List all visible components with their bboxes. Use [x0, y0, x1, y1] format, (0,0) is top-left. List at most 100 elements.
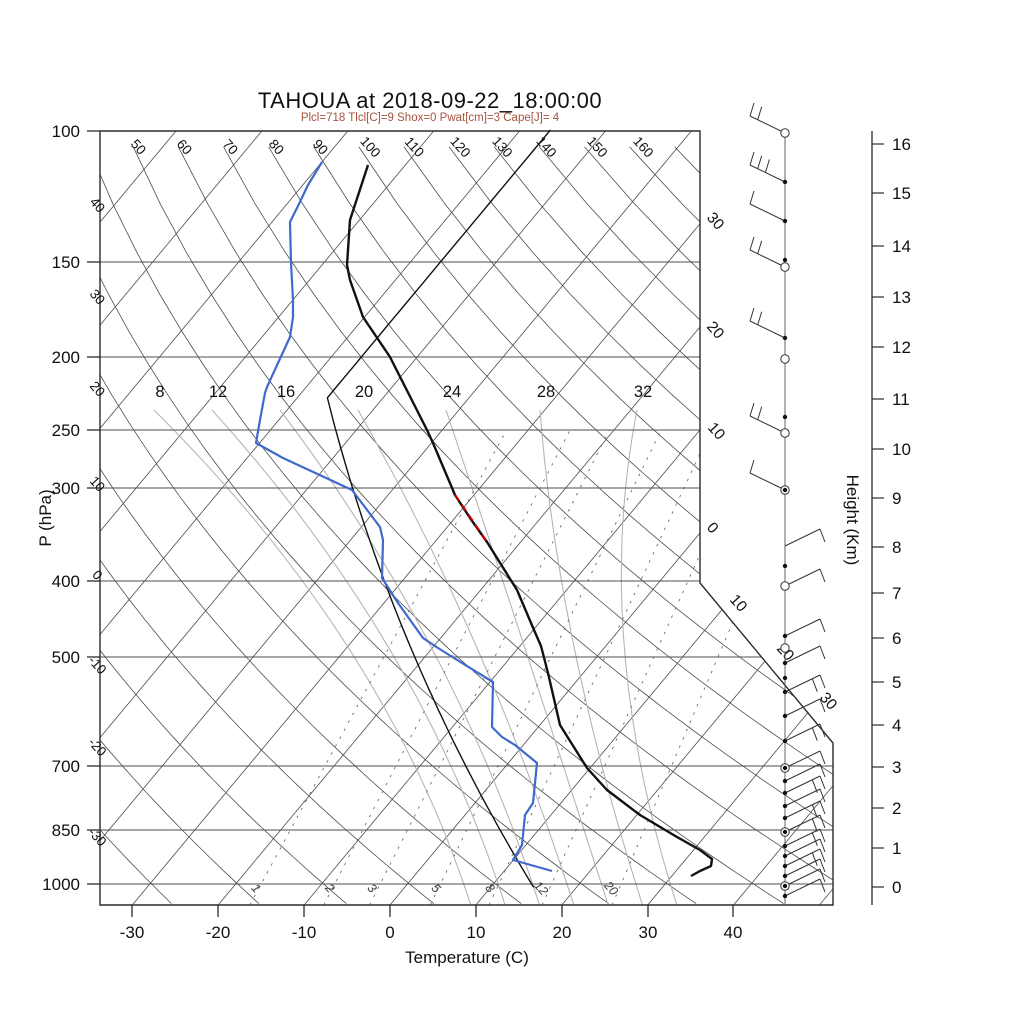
temperature-curve — [345, 164, 714, 878]
wind-barb-tick — [819, 828, 826, 843]
sounding-parameters: Plcl=718 Tlcl[C]=9 Shox=0 Pwat[cm]=3 Cap… — [300, 112, 560, 124]
dry-adiabat-line — [100, 146, 172, 904]
dry-adiabat-line — [358, 146, 833, 904]
dry-adiabat-label-top: 120 — [447, 134, 473, 161]
height-tick-label: 15 — [892, 184, 911, 203]
station-dot-marker — [782, 883, 788, 889]
station-dot-marker — [782, 765, 788, 771]
station-dot-marker — [782, 790, 788, 796]
wind-barb-staff — [749, 249, 786, 268]
station-dot-marker — [782, 335, 788, 341]
isotherm-label: 30 — [816, 689, 840, 713]
station-circle-marker — [780, 128, 790, 138]
wind-barb-staff — [784, 828, 821, 847]
mixing-ratio-line — [369, 429, 610, 905]
moist-adiabat-label: 12 — [209, 383, 227, 401]
moist-adiabat-line — [211, 409, 506, 905]
moist-adiabat-label: 8 — [155, 383, 164, 401]
wind-barb-staff — [784, 698, 821, 717]
wind-barb-staff — [784, 763, 821, 782]
mixing-ratio-label: 12 — [531, 878, 551, 898]
dry-adiabat-line — [100, 146, 260, 904]
wind-barb-tick — [749, 190, 755, 205]
dry-adiabat-line — [539, 146, 833, 904]
moist-adiabat-label: 16 — [277, 383, 295, 401]
station-dot-marker — [782, 660, 788, 666]
dry-adiabat-line — [584, 146, 833, 904]
station-dot-marker — [782, 853, 788, 859]
moist-adiabat-label: 20 — [355, 383, 373, 401]
dry-adiabat-line — [629, 146, 833, 904]
wind-barb-tick — [819, 858, 826, 873]
wind-barb-staff — [784, 848, 821, 867]
wind-barb-staff — [749, 472, 786, 491]
moist-adiabat-line — [153, 409, 472, 905]
dry-adiabat-label-left: 20 — [87, 378, 108, 399]
height-tick-label: 10 — [892, 440, 911, 459]
wind-barb-tick — [749, 459, 755, 474]
wind-barb-staff — [784, 528, 821, 547]
moist-adiabat-label: 32 — [634, 383, 652, 401]
station-dot-marker — [782, 863, 788, 869]
dry-adiabat-label-left: 30 — [87, 286, 108, 307]
moist-adiabat-line — [357, 409, 575, 905]
temperature-tick-label: 40 — [724, 923, 743, 942]
height-tick-label: 3 — [892, 758, 901, 777]
dry-adiabat-label-left: -30 — [85, 825, 109, 850]
height-tick-label: 8 — [892, 538, 901, 557]
station-dot-marker — [782, 414, 788, 420]
wind-barb-tick — [819, 788, 826, 803]
temperature-tick-label: 30 — [639, 923, 658, 942]
dry-adiabat-line — [132, 146, 833, 904]
height-tick-label: 5 — [892, 673, 901, 692]
background-grid — [100, 131, 833, 905]
pressure-tick-label: 700 — [52, 757, 80, 776]
wind-barb-tick — [811, 727, 818, 741]
wind-barb-column — [749, 102, 826, 905]
height-tick-label: 6 — [892, 629, 901, 648]
wind-barb-staff — [784, 878, 821, 897]
moist-adiabat-line — [279, 409, 540, 905]
height-tick-label: 9 — [892, 489, 901, 508]
wind-barb-staff — [784, 838, 821, 857]
wind-barb-tick — [749, 402, 755, 417]
height-tick-label: 13 — [892, 288, 911, 307]
station-dot-marker — [782, 675, 788, 681]
dry-adiabat-label-top: 70 — [220, 136, 241, 157]
wind-barb-tick — [764, 159, 770, 173]
wind-barb-tick — [757, 311, 763, 325]
moist-adiabat-line — [445, 409, 609, 905]
dry-adiabat-line — [403, 146, 833, 904]
station-dot-marker — [782, 815, 788, 821]
height-axis-title: Height (Km) — [843, 474, 862, 566]
wind-barb-tick — [819, 698, 826, 713]
dry-adiabat-line — [178, 146, 833, 904]
wind-barb-tick — [811, 678, 818, 692]
station-dot-marker — [782, 893, 788, 899]
wind-barb-tick — [757, 240, 763, 254]
wind-barb-tick — [819, 750, 826, 765]
station-circle-marker — [780, 581, 790, 591]
temperature-tick-label: 10 — [467, 923, 486, 942]
dry-adiabat-label-top: 140 — [533, 134, 559, 161]
plot-frame — [99, 130, 834, 906]
wind-barb-tick — [819, 618, 826, 633]
isotherm-line — [389, 131, 833, 905]
dewpoint-curve — [254, 161, 553, 873]
wind-barb-staff — [749, 320, 786, 339]
wind-barb-staff — [784, 750, 821, 769]
isotherm-line — [131, 131, 778, 905]
wind-barb-tick — [819, 878, 826, 893]
station-dot-marker — [782, 778, 788, 784]
wind-barb-staff — [749, 415, 786, 434]
dry-adiabat-line — [493, 146, 833, 904]
station-dot-marker — [782, 829, 788, 835]
parcel-cape-segment — [454, 494, 488, 543]
dry-adiabat-label-left: 40 — [87, 194, 108, 215]
station-circle-marker — [780, 354, 790, 364]
station-dot-marker — [782, 633, 788, 639]
wind-barb-tick — [819, 775, 826, 790]
dry-adiabat-line — [100, 146, 609, 904]
pressure-axis-title: P (hPa) — [36, 489, 55, 547]
